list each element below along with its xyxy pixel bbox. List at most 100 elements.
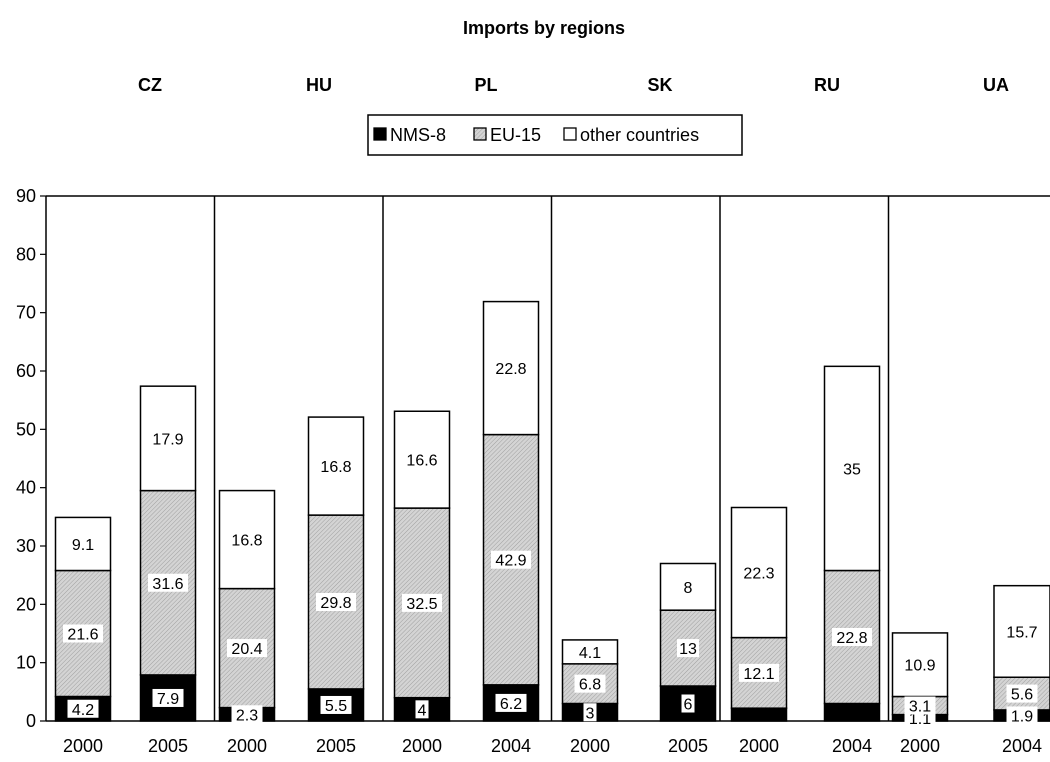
legend-swatch-2 xyxy=(473,127,487,141)
data-label: 17.9 xyxy=(152,431,183,448)
data-label: 10.9 xyxy=(904,658,935,675)
y-tick-label: 20 xyxy=(16,594,36,614)
data-label: 32.5 xyxy=(406,596,437,613)
country-label-sk: SK xyxy=(647,75,672,95)
x-tick-label: 2000 xyxy=(402,736,442,756)
data-label: 16.8 xyxy=(231,533,262,550)
data-label-bg xyxy=(227,639,267,658)
data-label-bg xyxy=(227,530,267,549)
data-label: 1.9 xyxy=(1011,708,1033,725)
data-label: 29.8 xyxy=(320,595,351,612)
data-label: 6.8 xyxy=(579,677,601,694)
data-label: 13 xyxy=(679,641,697,658)
data-label-bg xyxy=(316,457,356,476)
data-label-bg xyxy=(148,573,188,592)
chart-title: Imports by regions xyxy=(463,18,625,38)
data-label: 21.6 xyxy=(67,627,98,644)
bar-segment xyxy=(730,707,788,722)
x-tick-label: 2005 xyxy=(316,736,356,756)
data-label: 4.1 xyxy=(579,645,601,662)
x-tick-label: 2004 xyxy=(1002,736,1042,756)
data-label-bg xyxy=(231,705,263,724)
data-label-bg xyxy=(739,563,779,582)
data-label-bg xyxy=(681,577,695,596)
data-label: 8 xyxy=(684,580,693,597)
y-tick-label: 70 xyxy=(16,303,36,323)
country-label-ua: UA xyxy=(983,75,1009,95)
data-label-bg xyxy=(681,694,695,713)
data-label: 12.1 xyxy=(743,666,774,683)
data-label-bg xyxy=(832,628,872,646)
data-label-bg xyxy=(495,693,527,712)
legend-swatch-1 xyxy=(373,127,387,141)
x-tick-label: 2005 xyxy=(668,736,708,756)
legend: NMS-8 EU-15 other countries xyxy=(367,114,743,156)
data-label: 31.6 xyxy=(152,576,183,593)
data-label-bg xyxy=(1006,684,1038,703)
data-label: 4 xyxy=(418,702,427,719)
y-tick-label: 30 xyxy=(16,536,36,556)
data-label: 15.7 xyxy=(1006,624,1037,641)
y-tick-label: 0 xyxy=(26,711,36,731)
data-label-bg xyxy=(148,429,188,448)
data-label-bg xyxy=(63,624,103,643)
y-tick-label: 10 xyxy=(16,653,36,673)
data-label-bg xyxy=(739,663,779,682)
country-label-cz: CZ xyxy=(138,75,162,95)
data-label: 3 xyxy=(586,705,595,722)
x-tick-label: 2004 xyxy=(491,736,531,756)
legend-swatch-3 xyxy=(563,127,577,141)
data-label-bg xyxy=(320,695,352,714)
legend-label-2: EU-15 xyxy=(490,125,541,145)
x-tick-label: 2000 xyxy=(227,736,267,756)
data-label-bg xyxy=(316,593,356,611)
x-tick-label: 2000 xyxy=(739,736,779,756)
data-label: 20.4 xyxy=(231,641,262,658)
data-label-bg xyxy=(491,550,531,569)
data-label: 7.9 xyxy=(157,691,179,708)
y-tick-label: 50 xyxy=(16,419,36,439)
x-tick-label: 2000 xyxy=(63,736,103,756)
data-label-bg xyxy=(583,703,597,722)
data-label-bg xyxy=(67,534,99,553)
x-tick-label: 2004 xyxy=(832,736,872,756)
data-label-bg xyxy=(1006,706,1038,725)
data-label-bg xyxy=(415,700,429,719)
data-label-bg xyxy=(841,459,863,478)
y-tick-label: 60 xyxy=(16,361,36,381)
data-label-bg xyxy=(677,639,699,658)
legend-label-1: NMS-8 xyxy=(390,125,446,145)
data-label-bg xyxy=(900,655,940,674)
data-label-bg xyxy=(904,696,936,715)
data-label: 3.1 xyxy=(909,699,931,716)
x-tick-label: 2000 xyxy=(900,736,940,756)
country-label-pl: PL xyxy=(474,75,497,95)
data-label: 9.1 xyxy=(72,537,94,554)
data-label: 16.6 xyxy=(406,453,437,470)
data-label-bg xyxy=(152,688,184,707)
data-label-bg xyxy=(491,359,531,378)
data-label: 2.3 xyxy=(236,707,258,724)
data-label-bg xyxy=(402,593,442,612)
legend-box xyxy=(367,114,743,156)
data-label: 22.8 xyxy=(836,630,867,647)
data-label: 1.1 xyxy=(909,711,931,728)
bars: 4.2 21.6 9.1 7.9 31.6 17.9 2.3 20.4 16.8 5.5 29.8 1… xyxy=(54,300,1050,728)
data-label-bg xyxy=(1002,622,1042,641)
data-label: 4.2 xyxy=(72,702,94,719)
axes: 0 10 20 30 40 50 60 70 80 90 2000 2005 2000 2005 2000 2… xyxy=(16,186,1050,756)
y-tick-label: 40 xyxy=(16,478,36,498)
data-label: 22.8 xyxy=(495,361,526,378)
data-label: 35 xyxy=(843,461,861,478)
y-tick-label: 80 xyxy=(16,244,36,264)
data-label-bg xyxy=(574,674,606,693)
bar-segment xyxy=(823,702,881,722)
legend-label-3: other countries xyxy=(580,125,699,145)
data-label: 5.5 xyxy=(325,698,347,715)
country-labels: CZ HU PL SK RU UA xyxy=(138,75,1009,95)
data-label: 6.2 xyxy=(500,696,522,713)
data-label: 6 xyxy=(684,697,693,714)
data-label-bg xyxy=(67,699,99,718)
